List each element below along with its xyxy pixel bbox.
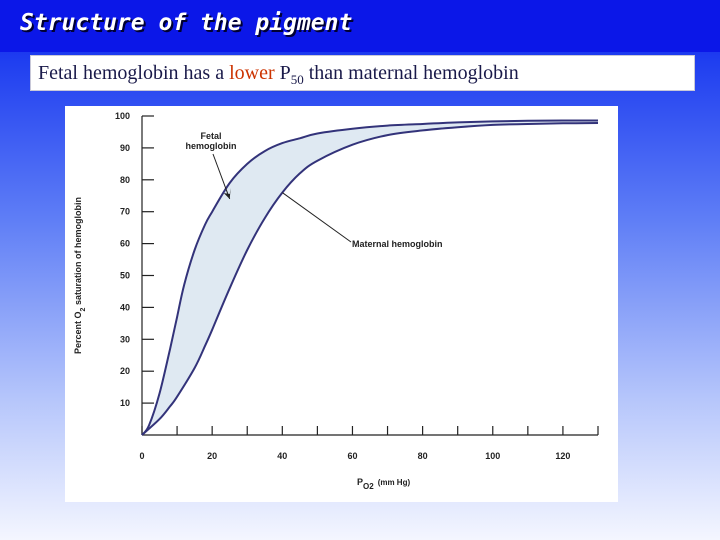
subtitle-box: Fetal hemoglobin has a lower P50 than ma… [30,55,695,91]
x-tick-label: 60 [347,451,357,461]
y-tick-label: 10 [120,398,130,408]
x-tick-label: 100 [485,451,500,461]
y-axis-label: Percent O2 saturation of hemoglobin [73,197,87,354]
fetal-hemoglobin-curve [141,119,599,436]
subtitle-part1: Fetal hemoglobin has a [38,62,230,84]
x-tick-label: 120 [555,451,570,461]
subtitle-highlight: lower [229,62,275,84]
chart-panel: 10 20 30 40 50 60 70 80 90 100 0 20 40 60 80 100 120 Fet… [65,106,618,502]
x-tick-label: 0 [139,451,144,461]
subtitle-text: Fetal hemoglobin has a lower P50 than ma… [38,62,519,88]
x-axis-label-text: PO2 (mm Hg) [357,477,410,491]
y-tick-label: 100 [115,111,130,121]
y-tick-label: 70 [120,207,130,217]
annotations: Fetal hemoglobin Maternal hemoglobin [186,131,443,249]
oxygen-dissociation-chart: 10 20 30 40 50 60 70 80 90 100 0 20 40 60 80 100 120 Fet… [73,111,599,491]
subtitle-part2: P [274,62,291,84]
saturation-band [142,120,598,435]
y-tick-label: 40 [120,302,130,312]
axes: 10 20 30 40 50 60 70 80 90 100 0 20 40 60 80 100 120 [115,111,599,461]
slide-title-bar: Structure of the pigment [0,0,720,52]
x-tick-label: 80 [418,451,428,461]
y-tick-label: 20 [120,366,130,376]
x-axis-label: PO2 (mm Hg) [357,477,410,491]
subtitle-subscript: 50 [290,72,304,87]
y-tick-label: 30 [120,334,130,344]
subtitle-part3: than maternal hemoglobin [303,62,519,84]
y-tick-label: 80 [120,175,130,185]
maternal-annotation-label: Maternal hemoglobin [352,239,443,249]
x-tick-label: 40 [277,451,287,461]
x-tick-label: 20 [207,451,217,461]
y-tick-label: 90 [120,143,130,153]
y-tick-label: 50 [120,271,130,281]
fetal-annotation-label: Fetal hemoglobin [186,131,237,151]
y-tick-label: 60 [120,239,130,249]
fetal-annotation-arrowhead [223,187,231,199]
maternal-annotation-pointer [282,192,352,243]
slide-title: Structure of the pigment [20,10,353,36]
fetal-annotation-pointer [212,153,231,200]
y-axis-label-text: Percent O2 saturation of hemoglobin [73,197,87,354]
